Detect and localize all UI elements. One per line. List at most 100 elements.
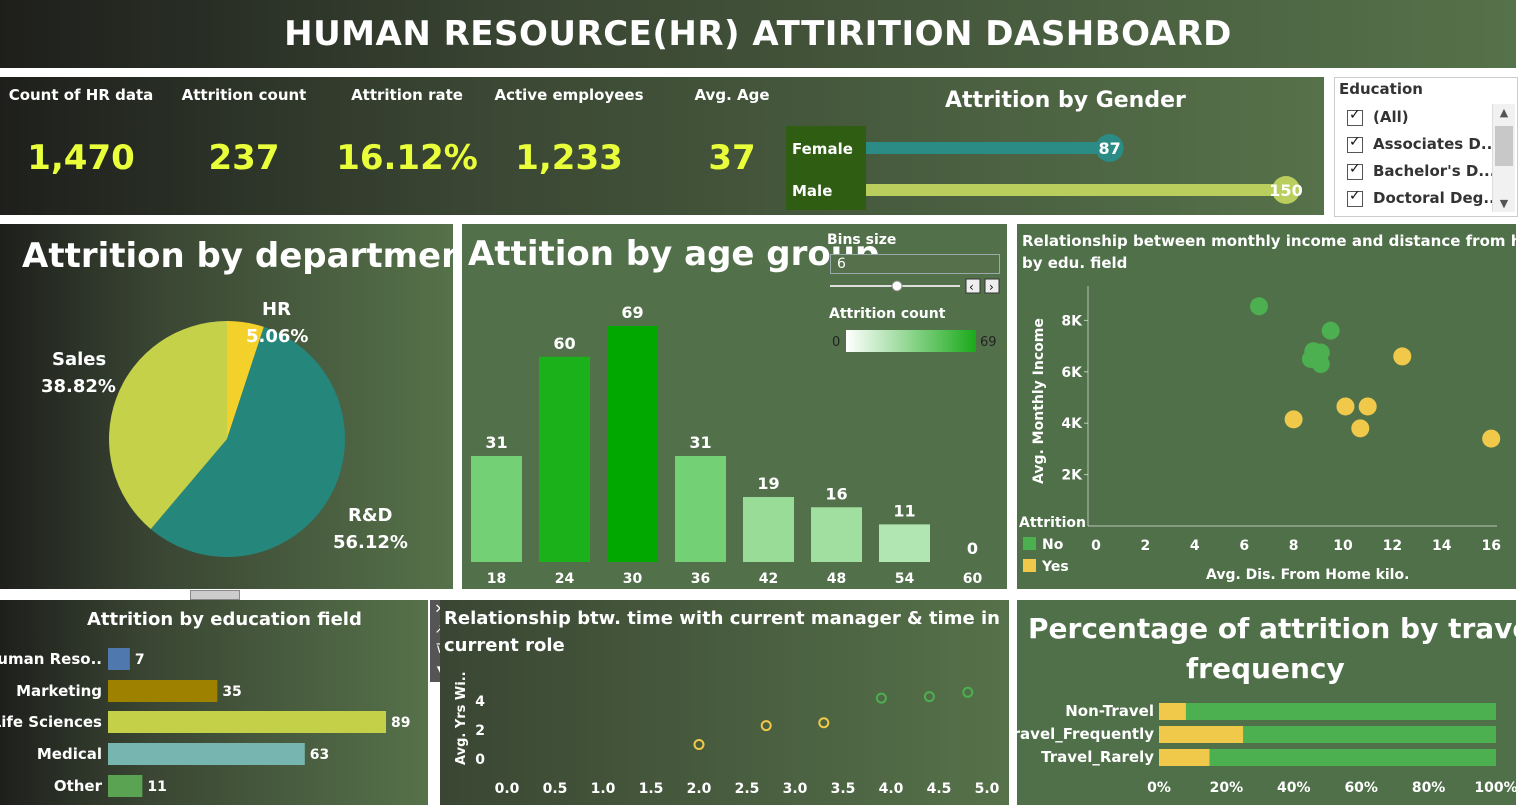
checkbox[interactable] [1347, 134, 1363, 153]
travel-x-tick: 100% [1474, 780, 1516, 796]
income-x-tick: 4 [1190, 538, 1200, 554]
bins-size-input[interactable]: 6 [830, 254, 1000, 274]
bins-slider-thumb[interactable] [891, 280, 903, 292]
edu-bar-value: 63 [310, 747, 329, 763]
age-bar-category: 36 [691, 571, 710, 587]
manager-point-yes [760, 720, 772, 732]
scroll-thumb[interactable] [1495, 126, 1513, 166]
manager-scatter: Avg. Yrs Wi.. 0.0 0.5 1.0 1.5 2.0 2.5 3.0 3.5 4.… [454, 671, 1000, 797]
manager-point-no [923, 691, 935, 703]
manager-x-tick: 0.5 [543, 781, 568, 797]
gender-label-male: Male [792, 182, 832, 200]
income-x-tick: 10 [1333, 538, 1353, 554]
gender-bar-end [1272, 176, 1300, 204]
edu-field-chart: Human Reso.. 7 Marketing 35 Life Sciences 89 M… [0, 648, 410, 797]
income-y-tick: 2K [1061, 468, 1083, 484]
gender-label-bg [786, 126, 866, 210]
manager-x-tick: 1.0 [591, 781, 616, 797]
manager-title: Relationship btw. time with current mana… [444, 608, 1000, 629]
age-legend-min: 0 [832, 335, 840, 350]
age-bar-value: 11 [893, 501, 915, 520]
travel-bar-yes [1159, 703, 1186, 720]
income-x-tick: 6 [1239, 538, 1249, 554]
age-bar [811, 507, 862, 562]
department-panel: Attrition by department HR 5.06% R&D 56.… [0, 224, 453, 589]
kpi-value-active: 1,233 [515, 138, 623, 178]
age-bar [539, 356, 590, 562]
age-bar [743, 497, 794, 562]
pie-label-sales-pct: 38.82% [41, 376, 116, 397]
gender-bar [866, 142, 1110, 154]
chevron-left-icon: ‹ [969, 280, 974, 294]
kpi-value-attrition: 237 [208, 138, 280, 178]
age-bar-category: 30 [623, 571, 643, 587]
manager-y-tick: 0 [475, 752, 485, 768]
education-filter[interactable]: Education (All) Associates D... Bachelor… [1334, 77, 1518, 217]
edu-field-title: Attrition by education field [87, 609, 362, 630]
filter-icon[interactable]: ⊽ [430, 640, 450, 660]
age-legend-gradient [846, 330, 976, 352]
dashboard-title: HUMAN RESOURCE(HR) ATTIRITION DASHBOARD [284, 14, 1232, 54]
income-point-yes [1393, 347, 1412, 366]
gender-bar-end [1095, 134, 1124, 162]
edu-bar-category: Other [54, 777, 103, 795]
income-scatter: 0 2 4 6 8 10 12 14 16 2K 4K 6K 8K Avg. Monthly Incom… [1019, 286, 1501, 583]
travel-bar-category: Non-Travel [1065, 702, 1154, 720]
manager-x-tick: 0.0 [495, 781, 520, 797]
age-bar-category: 48 [827, 571, 846, 587]
travel-bar-no [1209, 749, 1496, 766]
income-ylabel: Avg. Monthly Income [1031, 318, 1047, 484]
checkbox[interactable] [1347, 161, 1363, 180]
travel-x-tick: 0% [1147, 780, 1171, 796]
travel-x-tick: 60% [1344, 780, 1378, 796]
kpi-label-age: Avg. Age [694, 86, 770, 104]
education-option-all[interactable]: (All) [1347, 107, 1409, 126]
kpi-value-rate: 16.12% [336, 138, 478, 178]
manager-y-tick: 2 [475, 723, 485, 739]
bins-next-button[interactable] [984, 278, 1000, 294]
travel-x-tick: 80% [1412, 780, 1446, 796]
edu-bar-category: Human Reso.. [0, 650, 102, 668]
checkbox[interactable] [1347, 188, 1363, 207]
education-option-doctoral[interactable]: Doctoral Deg... [1347, 188, 1500, 207]
edu-bar [108, 711, 386, 733]
income-panel: Relationship between monthly income and … [1017, 224, 1516, 589]
department-pie: HR 5.06% R&D 56.12% Sales 38.82% [41, 299, 408, 557]
resize-handle[interactable] [190, 590, 240, 600]
travel-bar-yes [1159, 749, 1210, 766]
legend-label-yes: Yes [1041, 559, 1069, 575]
income-x-tick: 16 [1481, 538, 1500, 554]
education-option-associates[interactable]: Associates D... [1347, 134, 1498, 153]
checkbox[interactable] [1347, 107, 1363, 126]
legend-label-no: No [1042, 537, 1064, 553]
age-bar-value: 60 [553, 334, 575, 353]
scroll-down-icon[interactable]: ▼ [1499, 197, 1509, 210]
edu-bar-value: 11 [147, 779, 166, 795]
age-bar-value: 31 [485, 433, 507, 452]
kpi-label-attrition: Attrition count [181, 86, 307, 104]
travel-bar-category: Travel_Frequently [1017, 725, 1154, 743]
kpi-value-count: 1,470 [27, 138, 135, 178]
travel-x-tick: 20% [1210, 780, 1244, 796]
income-x-tick: 12 [1383, 538, 1402, 554]
income-point-no [1311, 355, 1330, 374]
education-option-bachelors[interactable]: Bachelor's D... [1347, 161, 1495, 180]
manager-x-tick: 2.5 [735, 781, 760, 797]
manager-point-no [962, 686, 974, 698]
kpi-label-active: Active employees [494, 86, 644, 104]
age-title: Attition by age group [468, 234, 880, 274]
income-x-tick: 2 [1141, 538, 1151, 554]
manager-title-line2: current role [444, 635, 565, 656]
age-bar-value: 69 [621, 303, 643, 322]
edu-field-panel: Attrition by education field [0, 600, 428, 805]
age-bar-value: 0 [967, 539, 978, 558]
travel-chart: Non-Travel Travel_Frequently Travel_Rarely… [1017, 702, 1516, 796]
bins-prev-button[interactable] [965, 278, 981, 294]
pie-slice-sales [109, 321, 227, 530]
edu-bar-value: 35 [222, 684, 241, 700]
education-scrollbar[interactable]: ▲ ▼ [1492, 104, 1515, 212]
scroll-up-icon[interactable]: ▲ [1499, 106, 1509, 119]
pie-label-hr-pct: 5.06% [246, 326, 308, 347]
manager-ylabel: Avg. Yrs Wi.. [454, 671, 469, 765]
manager-x-tick: 3.0 [783, 781, 808, 797]
